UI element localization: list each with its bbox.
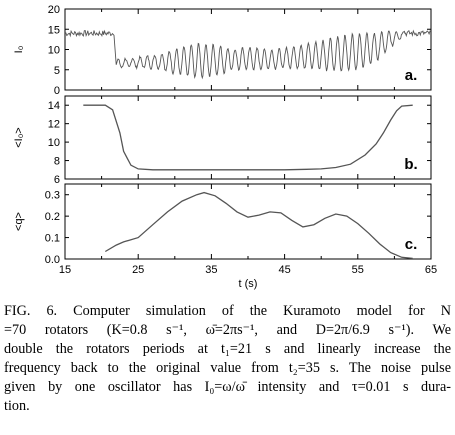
x-tick-label: 15 <box>59 264 71 276</box>
caption-line: tion. <box>4 398 30 414</box>
x-tick-label: 45 <box>278 264 290 276</box>
x-tick-label: 35 <box>205 264 217 276</box>
y-tick-label: 5 <box>54 65 60 77</box>
panel-label: b. <box>404 156 417 173</box>
y-tick-label: 0.0 <box>45 254 60 266</box>
caption-line: given by one oscillator has I₀=ω/ω̄ inte… <box>4 379 451 395</box>
y-axis-label: <q> <box>13 212 25 231</box>
x-tick-label: 25 <box>132 264 144 276</box>
caption-line: FIG. 6. Computer simulation of the Kuram… <box>4 303 451 319</box>
panel-frame <box>64 95 432 180</box>
figure: 0 5 10 15 20 I₀ a. 6 8 10 12 14 <I₀> b. 0.0 0.1 0.2 0.3 15… <box>13 4 437 290</box>
panel-label: a. <box>405 67 418 84</box>
y-axis-label: I₀ <box>13 46 25 54</box>
series-line <box>104 191 413 260</box>
caption-line: frequency back to the original value fro… <box>4 360 451 376</box>
y-axis-label: <I₀> <box>13 127 25 147</box>
y-tick-label: 0 <box>54 85 60 97</box>
y-tick-label: 0.1 <box>45 233 60 245</box>
y-tick-label: 14 <box>48 100 60 112</box>
y-tick-label: 6 <box>54 174 60 186</box>
figure-svg: 0 5 10 15 20 I₀ a. 6 8 10 12 14 <I₀> b. 0.0 0.1 0.2 0.3 15… <box>13 4 437 290</box>
x-tick-label: 55 <box>352 264 364 276</box>
series-line <box>64 29 432 80</box>
y-tick-label: 0.2 <box>45 211 60 223</box>
series-line <box>83 104 413 171</box>
x-axis-label: t (s) <box>239 278 258 290</box>
y-tick-label: 15 <box>48 24 60 36</box>
figure-caption: FIG. 6. Computer simulation of the Kuram… <box>4 302 451 416</box>
y-tick-label: 0.3 <box>45 190 60 202</box>
caption-line: double the rotators periods at t₁=21 s a… <box>4 341 451 357</box>
caption-line: =70 rotators (K=0.8 s⁻¹, ω̄=2πs⁻¹, and D… <box>4 322 451 338</box>
panel-frame <box>64 183 432 260</box>
y-tick-label: 10 <box>48 137 60 149</box>
y-tick-label: 12 <box>48 119 60 131</box>
y-tick-label: 10 <box>48 45 60 57</box>
y-tick-label: 8 <box>54 156 60 168</box>
x-tick-label: 65 <box>425 264 437 276</box>
panel-label: c. <box>405 236 418 253</box>
y-tick-label: 20 <box>48 4 60 16</box>
